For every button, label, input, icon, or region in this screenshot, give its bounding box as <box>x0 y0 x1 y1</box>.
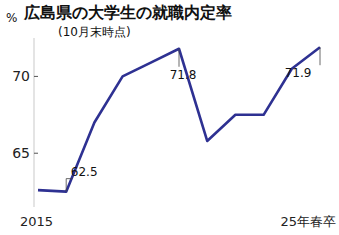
line <box>38 47 320 191</box>
x-tick-label: 25年春卒 <box>280 214 336 229</box>
leader-line <box>66 178 72 179</box>
data-label: 62.5 <box>71 165 98 179</box>
data-label: 71.9 <box>285 66 312 80</box>
subtitle: (10月末時点) <box>58 25 131 39</box>
leader-line <box>320 47 321 65</box>
x-tick-label: 2015 <box>20 214 53 229</box>
y-tick-label: 70 <box>12 68 30 84</box>
leader-line <box>179 49 180 67</box>
title: 広島県の大学生の就職内定率 <box>23 3 232 22</box>
chart: 広島県の大学生の就職内定率 (10月末時点)% 65 70 2015 25年春卒 62.5 7… <box>0 0 339 235</box>
y-tick <box>34 153 38 154</box>
y-tick <box>34 76 38 77</box>
leader-line <box>66 179 67 192</box>
y-tick-label: 65 <box>12 145 30 161</box>
data-label: 71.8 <box>170 68 197 82</box>
y-axis <box>34 38 35 207</box>
y-label: % <box>6 11 17 25</box>
plot-area <box>38 47 320 191</box>
